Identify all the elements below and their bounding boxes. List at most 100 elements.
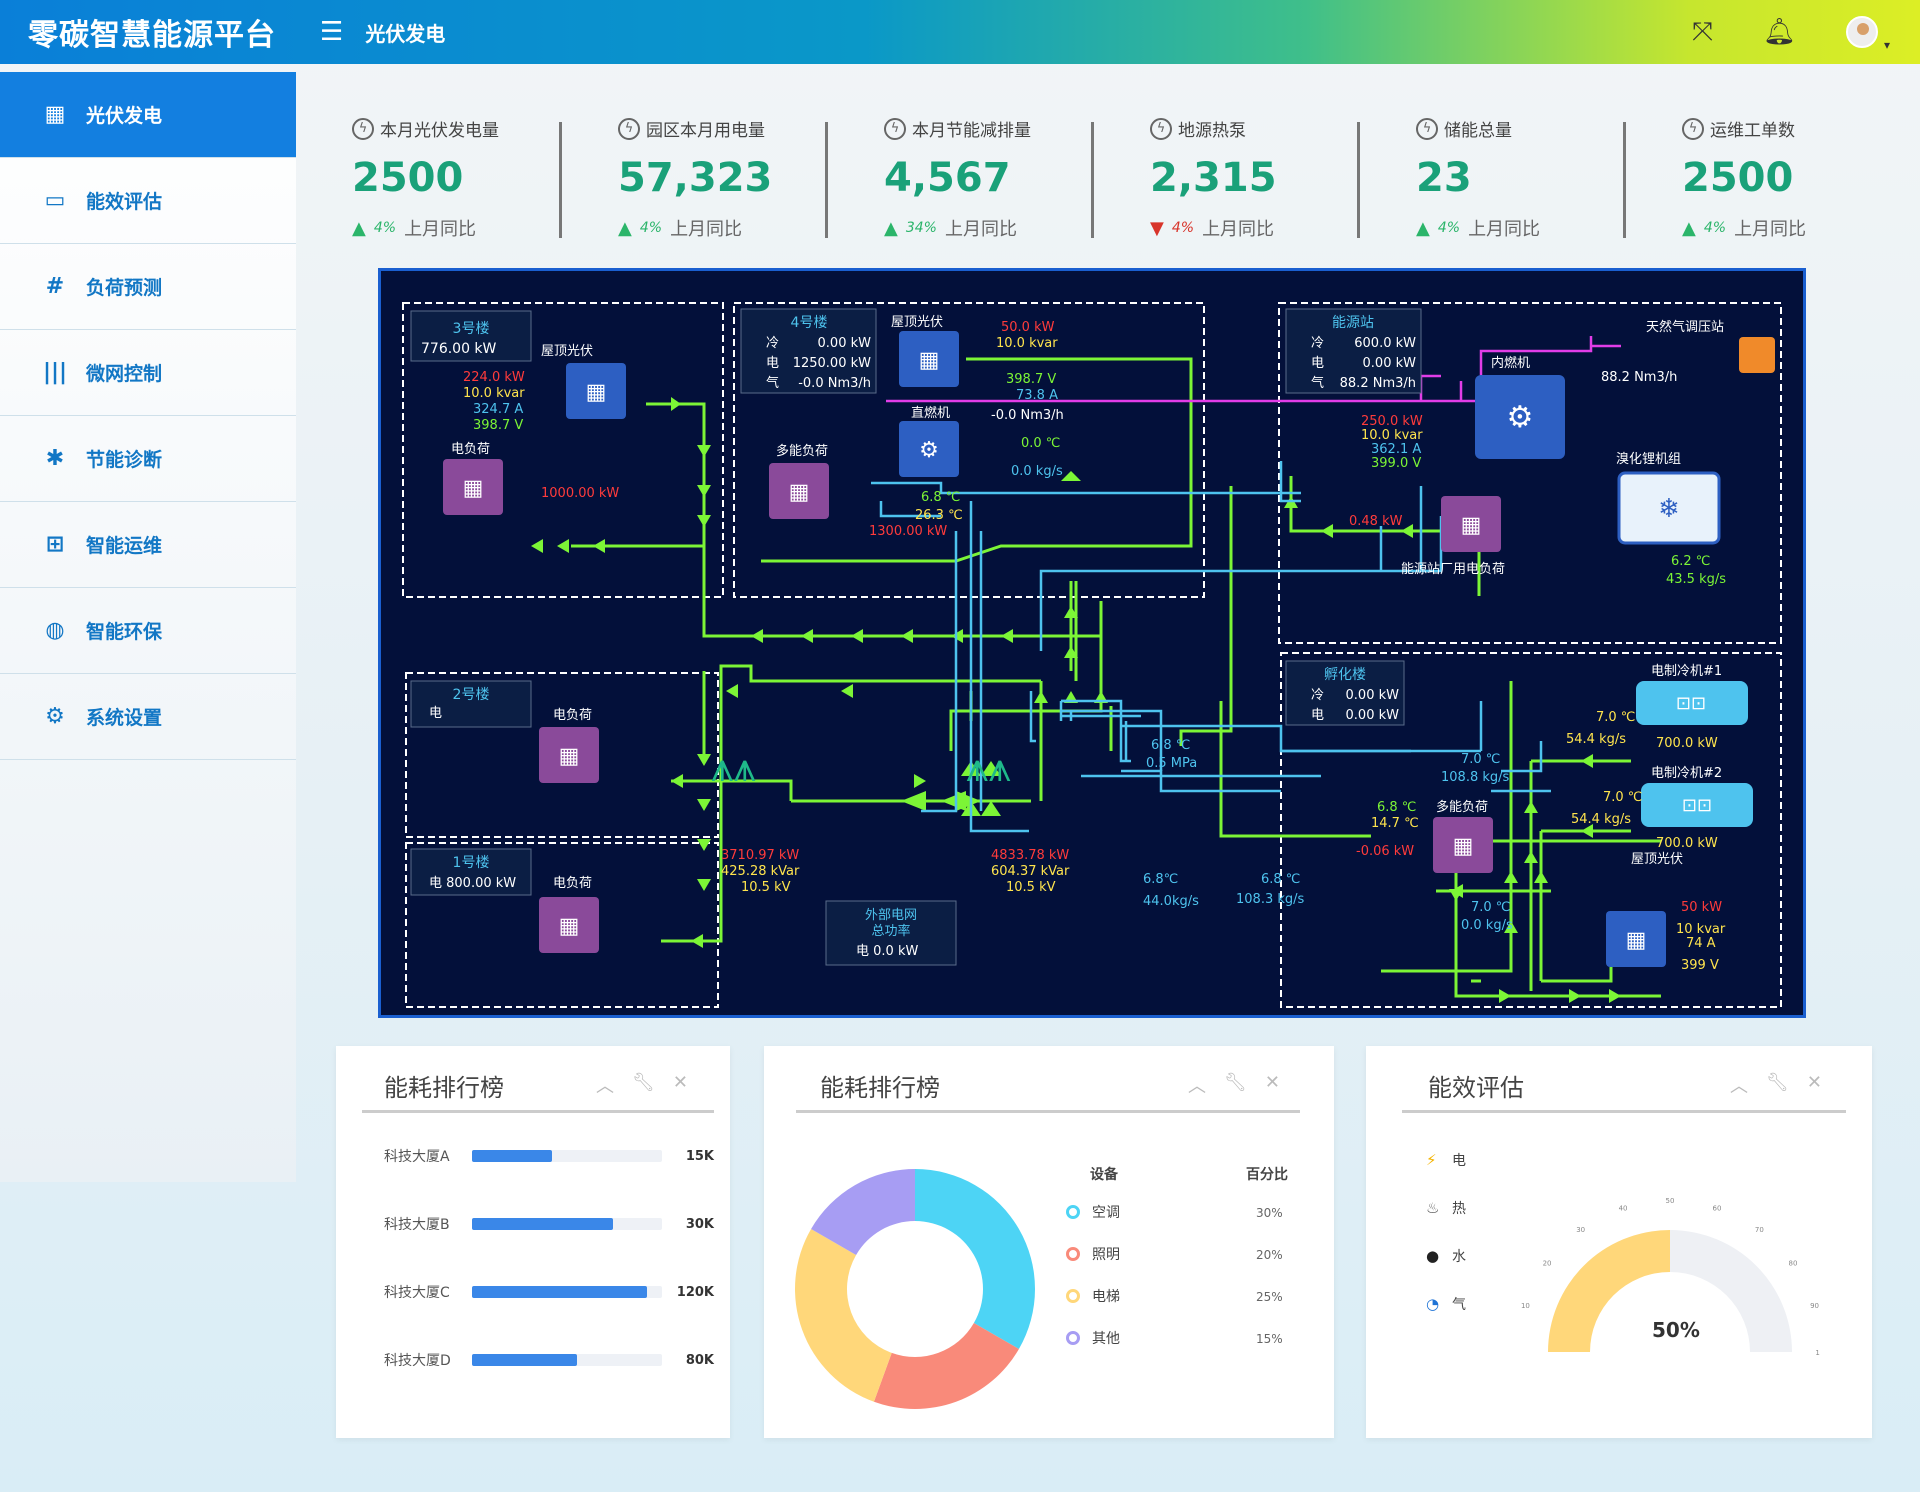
arrow-up-icon: ▲ bbox=[618, 217, 632, 239]
sidebar-item-efficiency[interactable]: ▭ 能效评估 bbox=[0, 158, 296, 244]
legend-header-device: 设备 bbox=[1090, 1167, 1118, 1183]
eff-label: 电 bbox=[1452, 1153, 1466, 1169]
sidebar: ▦ 光伏发电 ▭ 能效评估 # 负荷预测 ||| 微网控制 ✱ 节能诊断 ⊞ 智能运维 ◍ 智… bbox=[0, 72, 296, 1182]
ice-label: 内燃机 bbox=[1491, 355, 1530, 371]
sidebar-item-solar[interactable]: ▦ 光伏发电 bbox=[0, 72, 296, 158]
lightning-icon: ⚡︎ bbox=[1426, 1151, 1437, 1169]
pie-card: 能耗排行榜 ︿ 🔧︎ ✕ 设备 百分比 空调 30% 照明 20% 电梯 25% 其… bbox=[764, 1046, 1334, 1438]
kpi-value: 4,567 bbox=[884, 155, 1011, 201]
chevron-up-icon[interactable]: ︿ bbox=[1188, 1076, 1206, 1097]
lightning-icon: ϟ bbox=[1682, 117, 1704, 140]
card-title: 能耗排行榜 bbox=[384, 1074, 504, 1102]
close-icon[interactable]: ✕ bbox=[1806, 1072, 1822, 1093]
b4-eng-temp: 0.0 ℃ bbox=[1021, 436, 1060, 451]
pipe3-temp: 6.8 ℃ bbox=[1261, 872, 1300, 887]
b4-elec-val: 1250.00 kW bbox=[793, 356, 871, 371]
gauge-chart: 0102030405060708090100 bbox=[1520, 1197, 1820, 1357]
b3-pv-i: 324.7 A bbox=[473, 402, 523, 417]
fan-glyph: ⊡⊡ bbox=[1676, 693, 1706, 714]
gauge-icon bbox=[1739, 337, 1775, 373]
station-title: 能源站 bbox=[1332, 315, 1374, 331]
card-title: 能效评估 bbox=[1428, 1074, 1524, 1102]
kpi-label: 本月光伏发电量 bbox=[380, 121, 499, 141]
building4-panel: 4号楼 冷 0.00 kW 电 1250.00 kW 气 -0.0 Nm3/h … bbox=[740, 308, 1064, 539]
chevron-up-icon[interactable]: ︿ bbox=[1730, 1076, 1748, 1097]
b4-cold-val: 0.00 kW bbox=[818, 336, 872, 351]
close-icon[interactable]: ✕ bbox=[1264, 1072, 1280, 1093]
building-glyph: ▦ bbox=[463, 476, 484, 501]
building3-elec: 776.00 kW bbox=[421, 341, 497, 357]
chiller-icon bbox=[1617, 471, 1721, 545]
sidebar-item-microgrid[interactable]: ||| 微网控制 bbox=[0, 330, 296, 416]
header-actions: ⤧ 🔔︎ ▾ bbox=[1692, 0, 1890, 64]
donut-slice-空调[interactable] bbox=[915, 1169, 1035, 1349]
donut-slice-照明[interactable] bbox=[873, 1323, 1019, 1409]
kpi-label: 本月节能减排量 bbox=[912, 121, 1031, 141]
external-grid-panel bbox=[825, 900, 957, 966]
building1-elec: 电 800.00 kW bbox=[429, 876, 516, 891]
chiller2-label: 电制冷机#2 bbox=[1651, 766, 1722, 781]
rank-row: 科技大厦B 30K bbox=[384, 1214, 714, 1234]
legend-item: 空调 bbox=[1066, 1202, 1120, 1222]
eff-label: 水 bbox=[1452, 1249, 1466, 1265]
donut-slice-电梯[interactable] bbox=[795, 1229, 892, 1402]
building3-title: 3号楼 bbox=[453, 321, 490, 337]
solar-panel-icon: ▦ bbox=[44, 102, 66, 127]
incub-pv-p: 50 kW bbox=[1681, 900, 1722, 915]
chevron-up-icon[interactable]: ︿ bbox=[596, 1076, 614, 1097]
engine-glyph: ⚙ bbox=[1507, 400, 1534, 435]
wrench-icon[interactable]: 🔧︎ bbox=[632, 1072, 655, 1093]
rank-row: 科技大厦A 15K bbox=[384, 1146, 714, 1166]
eff-item[interactable]: ⚡︎ 电 bbox=[1426, 1150, 1466, 1170]
wrench-icon[interactable]: 🔧︎ bbox=[1224, 1072, 1247, 1093]
wrench-icon[interactable]: 🔧︎ bbox=[1766, 1072, 1789, 1093]
ext-grid-title: 外部电网 bbox=[865, 908, 917, 923]
avatar[interactable] bbox=[1845, 16, 1878, 48]
bug-icon: ✱ bbox=[45, 446, 65, 471]
monitor-icon: ▭ bbox=[44, 188, 66, 213]
page-title: 光伏发电 bbox=[365, 21, 446, 46]
sidebar-item-environment[interactable]: ◍ 智能环保 bbox=[0, 588, 296, 674]
card-title: 能耗排行榜 bbox=[820, 1074, 940, 1102]
kpi-percent: 34% bbox=[905, 220, 937, 236]
kpi-percent: 4% bbox=[1171, 220, 1195, 236]
rank-bar-fill bbox=[472, 1218, 613, 1230]
sidebar-item-diagnosis[interactable]: ✱ 节能诊断 bbox=[0, 416, 296, 502]
sidebar-item-operations[interactable]: ⊞ 智能运维 bbox=[0, 502, 296, 588]
sidebar-item-label: 智能环保 bbox=[86, 621, 163, 643]
chevron-down-icon[interactable]: ▾ bbox=[1883, 38, 1890, 52]
bell-icon[interactable]: 🔔︎ bbox=[1762, 17, 1796, 47]
b4-load-p: 1300.00 kW bbox=[869, 524, 947, 539]
sidebar-item-label: 负荷预测 bbox=[86, 277, 163, 299]
eff-item[interactable]: ● 水 bbox=[1426, 1246, 1466, 1266]
eff-item[interactable]: ♨ 热 bbox=[1426, 1198, 1466, 1218]
incub-load-p: -0.06 kW bbox=[1356, 844, 1414, 859]
fan-glyph: ⊡⊡ bbox=[1682, 795, 1712, 816]
donut-slice-其他[interactable] bbox=[811, 1169, 915, 1255]
solar-panel-icon bbox=[899, 331, 959, 387]
building-load-icon bbox=[443, 459, 503, 515]
gauge-tick-label: 80 bbox=[1789, 1260, 1798, 1268]
arrow-up-icon: ▲ bbox=[884, 217, 898, 239]
building-glyph: ▦ bbox=[1453, 834, 1474, 859]
app-logo-title: 零碳智慧能源平台 bbox=[28, 18, 276, 53]
sidebar-item-settings[interactable]: ⚙ 系统设置 bbox=[0, 674, 296, 760]
sidebar-item-forecast[interactable]: # 负荷预测 bbox=[0, 244, 296, 330]
energy-system-diagram: 3号楼 776.00 kW 屋顶光伏 ▦ 224.0 kW 10.0 kvar … bbox=[378, 268, 1806, 1018]
ext-grid-val: 电 0.0 kW bbox=[856, 944, 918, 959]
fullscreen-icon[interactable]: ⤧ bbox=[1692, 16, 1713, 47]
building2-panel: 2号楼 电 电负荷 ▦ bbox=[410, 680, 599, 783]
b4-pv-p: 50.0 kW bbox=[1001, 320, 1055, 335]
close-icon[interactable]: ✕ bbox=[672, 1072, 688, 1093]
legend-dot bbox=[1066, 1205, 1080, 1219]
menu-fold-icon[interactable]: ☰ bbox=[320, 17, 344, 47]
sidebar-item-label: 系统设置 bbox=[86, 707, 163, 729]
incub-load-t1: 6.8 ℃ bbox=[1377, 800, 1416, 815]
sidebar-item-label: 智能运维 bbox=[86, 535, 163, 557]
ch2-flow: 54.4 kg/s bbox=[1571, 812, 1631, 827]
eff-item[interactable]: ◔ 气 bbox=[1426, 1294, 1466, 1314]
grid-section: ⩚⩚ ⩚⩚ 3710.97 kW 425.28 kVar 10.5 kV 483… bbox=[711, 745, 1070, 966]
incub-pv-v: 399 V bbox=[1681, 958, 1719, 973]
b4-gas-val: -0.0 Nm3/h bbox=[798, 376, 871, 391]
b3-pv-q: 10.0 kvar bbox=[463, 386, 525, 401]
